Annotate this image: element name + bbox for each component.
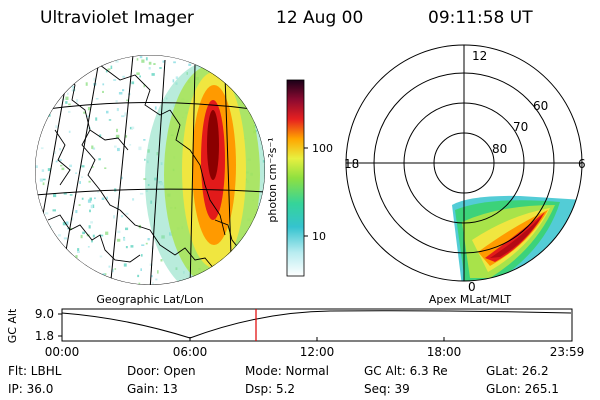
alt-xtick-0: 00:00 [45, 345, 80, 359]
mlt-label-18: 18 [344, 157, 359, 171]
colorbar-unit-label: photon cm⁻²s⁻¹ [266, 137, 279, 222]
alt-xtick-4: 23:59 [550, 345, 585, 359]
alt-xtick-3: 18:00 [427, 345, 462, 359]
mlt-label-6: 6 [578, 157, 586, 171]
alt-ylabel: GC Alt [6, 308, 19, 343]
seq-info: Seq: 39 [364, 382, 410, 396]
alt-xtick-1: 06:00 [173, 345, 208, 359]
gain-info: Gain: 13 [127, 382, 178, 396]
glon-info: GLon: 265.1 [486, 382, 559, 396]
mlt-label-12: 12 [472, 49, 487, 63]
alt-ytick-max: 9.0 [35, 307, 54, 321]
latitude-lines [35, 102, 265, 196]
instrument-title: Ultraviolet Imager [40, 8, 194, 28]
altitude-plot: 9.0 1.8 GC Alt 00:00 06:00 12:00 18:00 2… [6, 307, 584, 359]
right-panel-caption: Apex MLat/MLT [429, 293, 512, 306]
mlat-label-60: 60 [533, 99, 548, 113]
observation-date: 12 Aug 00 [276, 8, 364, 28]
mode-info: Mode: Normal [245, 364, 329, 378]
coastline [47, 64, 241, 271]
mlat-label-70: 70 [513, 120, 528, 134]
colorbar-tick-10: 10 [312, 230, 326, 243]
mlat-label-80: 80 [492, 142, 507, 156]
gc-alt-info: GC Alt: 6.3 Re [364, 364, 448, 378]
left-panel-caption: Geographic Lat/Lon [96, 293, 203, 306]
alt-ytick-min: 1.8 [35, 329, 54, 343]
colorbar [286, 79, 305, 277]
ip-info: IP: 36.0 [8, 382, 54, 396]
glat-info: GLat: 26.2 [486, 364, 549, 378]
filter-info: Flt: LBHL [8, 364, 62, 378]
colorbar-tick-100: 100 [312, 142, 333, 155]
door-info: Door: Open [127, 364, 196, 378]
dsp-info: Dsp: 5.2 [245, 382, 296, 396]
mlt-label-0: 0 [468, 280, 476, 294]
polar-plot: 12 18 6 0 60 70 80 [344, 44, 586, 294]
observation-time: 09:11:58 UT [428, 8, 533, 28]
geographic-image [35, 55, 265, 285]
alt-xtick-2: 12:00 [300, 345, 335, 359]
